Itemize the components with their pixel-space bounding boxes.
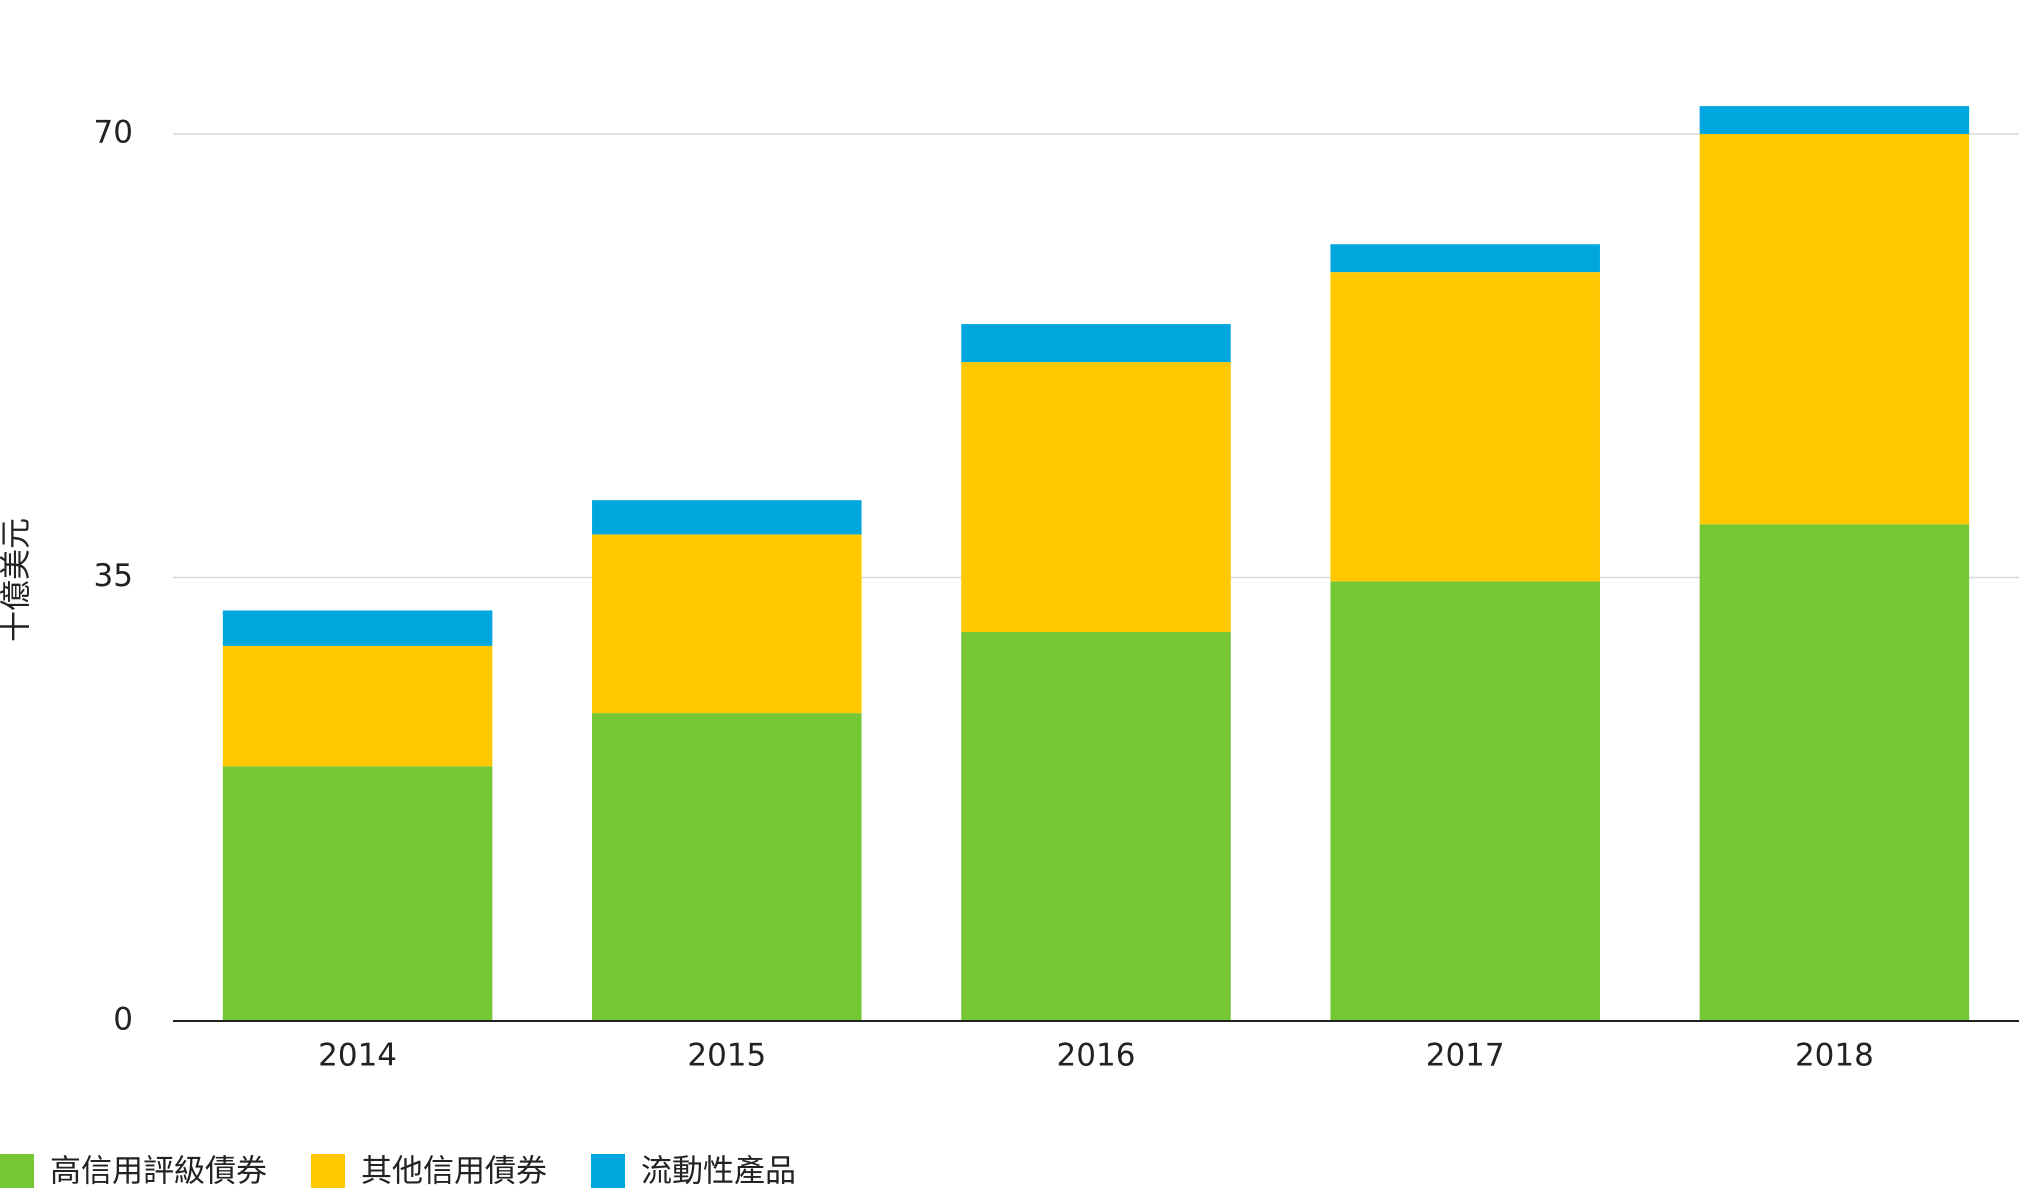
x-tick-label: 2017 [1426,1038,1505,1074]
bar-segment [961,631,1231,1021]
bar-segment [1699,134,1970,525]
y-axis-label: 十億美元 [0,518,35,642]
bar-segment [222,610,493,646]
bar-segment [1699,106,1970,135]
bar-segment [1699,524,1970,1021]
bar-segment [222,645,493,767]
bar-segment [592,713,862,1021]
bar-segment [1330,272,1600,582]
y-tick-label: 70 [94,115,133,151]
legend-swatch [311,1154,345,1188]
legend-swatch [0,1154,34,1188]
x-tick-label: 2018 [1795,1038,1874,1074]
legend-label: 其他信用債券 [361,1154,547,1190]
bar-segment [1330,244,1600,273]
legend-label: 高信用評級債券 [50,1154,267,1190]
bar-segment [961,324,1231,363]
y-tick-label: 0 [113,1002,133,1038]
x-tick-label: 2016 [1057,1038,1136,1074]
bar-segment [961,362,1231,632]
bar-segment [592,534,862,714]
bar-segment [592,500,862,535]
legend-swatch [591,1154,625,1188]
x-tick-label: 2015 [687,1038,766,1074]
bar-segment [1330,581,1600,1021]
bar-segment [222,766,493,1021]
y-tick-label: 35 [94,558,133,594]
x-tick-label: 2014 [318,1038,397,1074]
legend-label: 流動性產品 [641,1154,796,1190]
